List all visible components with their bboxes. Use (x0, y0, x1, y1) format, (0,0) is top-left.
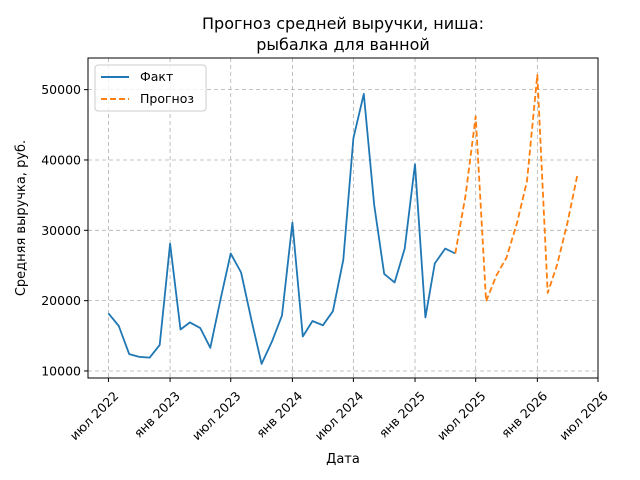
y-tick-label: 50000 (41, 82, 81, 97)
series-line-fact (107, 93, 456, 365)
series-line-forecast (454, 74, 579, 303)
series-layer (107, 74, 579, 365)
legend-label-forecast: Прогноз (140, 91, 194, 106)
plot-frame (87, 57, 599, 379)
gridlines (88, 58, 599, 378)
chart-title-line-1: Прогноз средней выручки, ниша: (202, 14, 484, 33)
y-axis: 10000 20000 30000 40000 50000 (41, 82, 88, 378)
y-tick-label: 30000 (41, 223, 81, 238)
chart-title-line-2: рыбалка для ванной (256, 35, 430, 54)
legend: Факт Прогноз (94, 64, 207, 112)
y-tick-label: 40000 (41, 152, 81, 167)
legend-label-fact: Факт (140, 69, 173, 84)
x-axis-label: Дата (326, 452, 360, 467)
y-tick-label: 10000 (41, 363, 81, 378)
y-axis-label: Средняя выручка, руб. (14, 140, 29, 296)
y-tick-label: 20000 (41, 293, 81, 308)
chart-title: Прогноз средней выручки, ниша: рыбалка д… (202, 14, 484, 54)
